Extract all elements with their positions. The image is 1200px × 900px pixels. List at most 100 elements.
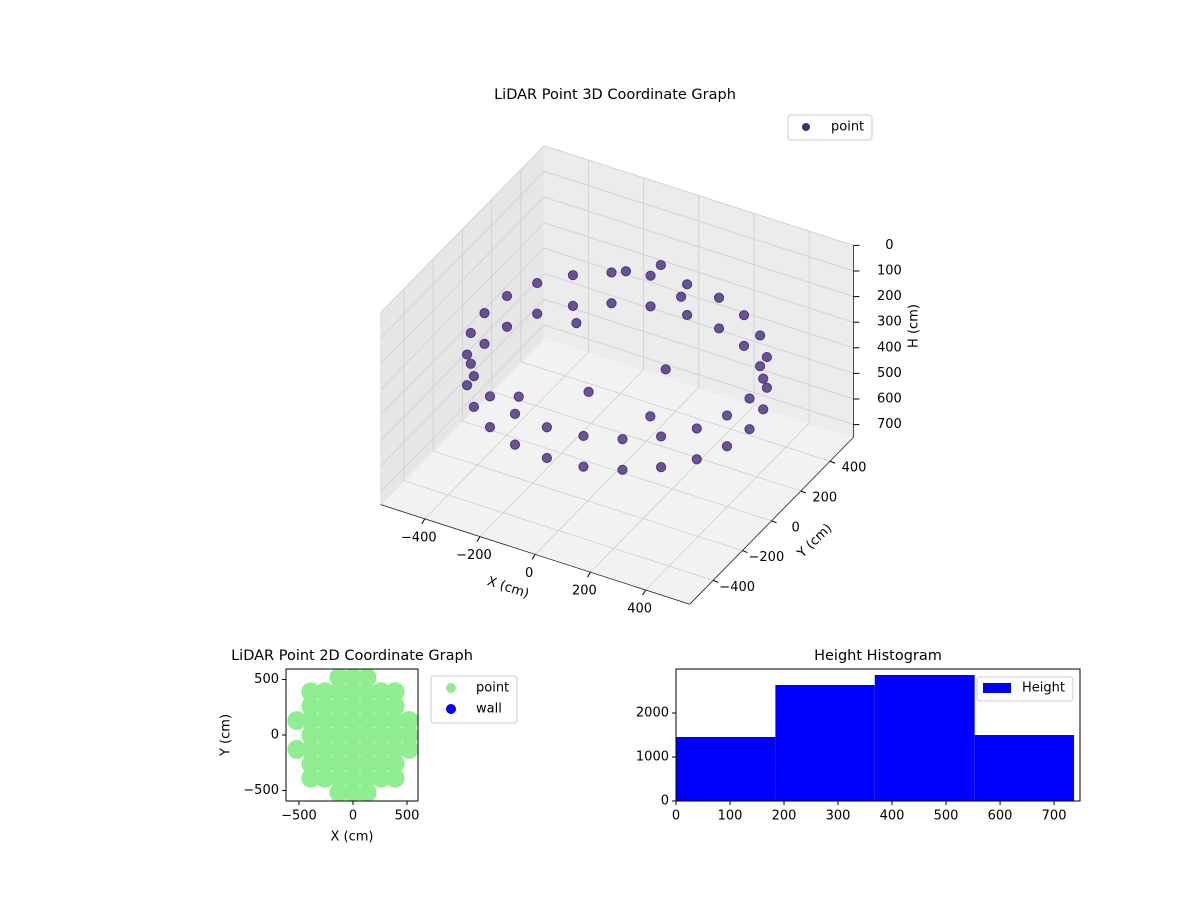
point xyxy=(371,682,391,702)
legend-label: point xyxy=(831,120,864,135)
y-grid-line xyxy=(520,361,831,462)
point xyxy=(301,696,321,716)
point xyxy=(484,422,496,433)
y-tick-label: 0 xyxy=(661,794,669,809)
z-grid-line xyxy=(380,247,545,416)
point xyxy=(721,441,733,452)
y-grid-line xyxy=(403,480,714,581)
point xyxy=(509,408,521,419)
point xyxy=(479,338,490,349)
point xyxy=(357,768,377,788)
y-tick-label: −400 xyxy=(719,580,755,595)
point xyxy=(541,422,552,433)
x-tick-label: 200 xyxy=(572,584,597,599)
point xyxy=(329,768,349,788)
x-tick-label: 0 xyxy=(672,809,680,824)
point xyxy=(357,696,377,716)
point xyxy=(301,711,321,731)
x-tick xyxy=(642,589,647,596)
point xyxy=(343,783,363,801)
y-tick-label: 2000 xyxy=(636,706,669,721)
y-grid-line xyxy=(462,420,772,522)
point xyxy=(301,682,321,702)
x-axis-label: X (cm) xyxy=(485,574,531,602)
point xyxy=(357,669,377,687)
point xyxy=(357,725,377,745)
point xyxy=(329,696,349,716)
point xyxy=(484,391,496,402)
point xyxy=(385,754,405,774)
point xyxy=(315,682,335,702)
point xyxy=(682,309,693,321)
point xyxy=(329,754,349,774)
point xyxy=(329,725,349,745)
point xyxy=(399,711,418,731)
point xyxy=(583,386,594,397)
legend-marker xyxy=(446,683,456,693)
y-tick-label: 400 xyxy=(842,461,867,476)
point xyxy=(758,404,769,415)
point xyxy=(329,783,349,801)
point xyxy=(532,277,543,289)
point xyxy=(371,725,391,745)
point xyxy=(532,308,543,319)
point xyxy=(567,270,579,281)
point xyxy=(617,464,628,475)
legend-label: Height xyxy=(1022,681,1065,696)
z-grid-line xyxy=(544,145,854,246)
y-axis-label: Y (cm) xyxy=(219,714,234,757)
point xyxy=(676,291,687,302)
point xyxy=(513,391,524,402)
z-tick-label: 0 xyxy=(885,238,893,253)
point xyxy=(301,768,321,788)
point xyxy=(301,739,321,759)
y-tick xyxy=(712,579,719,583)
y-tick-label: 1000 xyxy=(636,750,669,765)
point xyxy=(655,431,667,442)
point xyxy=(399,739,418,759)
point xyxy=(385,696,405,716)
z-grid-line xyxy=(380,299,545,467)
point xyxy=(357,682,377,702)
point xyxy=(645,411,656,422)
point xyxy=(343,711,363,731)
point xyxy=(465,358,476,369)
legend-label: point xyxy=(476,681,509,696)
point xyxy=(357,711,377,731)
z-grid-line xyxy=(544,299,854,400)
point xyxy=(315,725,335,745)
y-tick xyxy=(771,520,777,524)
point xyxy=(371,768,391,788)
bar xyxy=(974,735,1075,801)
z-grid-line xyxy=(544,247,854,349)
z-tick-label: 300 xyxy=(877,315,902,330)
y-grid-line xyxy=(491,391,801,492)
legend-label: wall xyxy=(476,702,502,717)
point xyxy=(287,711,307,731)
point xyxy=(343,682,363,702)
point xyxy=(287,739,307,759)
bar xyxy=(775,685,875,801)
x-tick-label: 500 xyxy=(934,809,959,824)
z-grid-line xyxy=(544,171,854,272)
point xyxy=(329,739,349,759)
point xyxy=(578,430,589,442)
point xyxy=(617,433,628,445)
chart-title: Height Histogram xyxy=(814,648,942,664)
z-grid-line xyxy=(380,145,545,313)
point xyxy=(385,725,405,745)
x-tick-label: −500 xyxy=(281,809,317,824)
point xyxy=(755,330,766,341)
point xyxy=(713,292,725,303)
point xyxy=(343,696,363,716)
point xyxy=(385,739,405,759)
point xyxy=(645,301,656,312)
point xyxy=(315,696,335,716)
z-grid-line xyxy=(544,324,854,425)
point xyxy=(461,380,473,391)
x-axis-label: X (cm) xyxy=(331,830,374,845)
legend-marker xyxy=(802,123,810,131)
x-tick xyxy=(421,518,426,525)
z-tick-label: 600 xyxy=(877,392,902,407)
z-grid-line xyxy=(544,273,854,374)
